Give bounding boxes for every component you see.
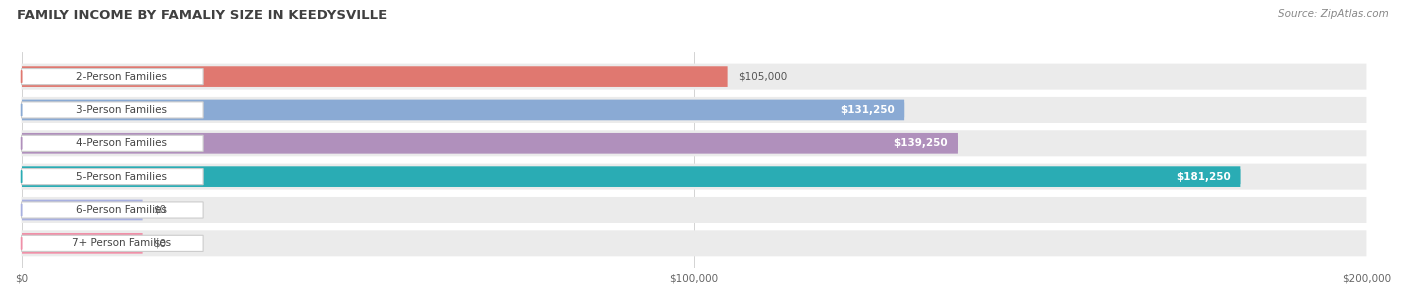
FancyBboxPatch shape [21,133,957,154]
FancyBboxPatch shape [884,136,957,151]
FancyBboxPatch shape [21,197,1367,223]
FancyBboxPatch shape [21,135,202,151]
Text: $139,250: $139,250 [894,138,948,148]
FancyBboxPatch shape [21,233,142,254]
FancyBboxPatch shape [21,97,1367,123]
Text: 3-Person Families: 3-Person Families [76,105,167,115]
Text: $0: $0 [153,238,166,248]
Text: $181,250: $181,250 [1175,172,1230,182]
Text: 5-Person Families: 5-Person Families [76,172,167,182]
FancyBboxPatch shape [21,100,904,120]
FancyBboxPatch shape [1167,169,1240,184]
FancyBboxPatch shape [830,102,904,117]
FancyBboxPatch shape [21,164,1367,190]
FancyBboxPatch shape [21,202,202,218]
FancyBboxPatch shape [21,102,202,118]
Text: $0: $0 [153,205,166,215]
FancyBboxPatch shape [21,169,202,185]
Text: 6-Person Families: 6-Person Families [76,205,167,215]
FancyBboxPatch shape [21,230,1367,256]
Text: 4-Person Families: 4-Person Families [76,138,167,148]
Text: Source: ZipAtlas.com: Source: ZipAtlas.com [1278,9,1389,19]
FancyBboxPatch shape [21,200,142,220]
Text: FAMILY INCOME BY FAMALIY SIZE IN KEEDYSVILLE: FAMILY INCOME BY FAMALIY SIZE IN KEEDYSV… [17,9,387,22]
FancyBboxPatch shape [21,130,1367,156]
Text: $105,000: $105,000 [738,72,787,82]
FancyBboxPatch shape [21,235,202,251]
FancyBboxPatch shape [21,166,1240,187]
FancyBboxPatch shape [21,66,728,87]
FancyBboxPatch shape [21,64,1367,90]
Text: 2-Person Families: 2-Person Families [76,72,167,82]
Text: 7+ Person Families: 7+ Person Families [72,238,172,248]
FancyBboxPatch shape [21,69,202,85]
Text: $131,250: $131,250 [839,105,894,115]
